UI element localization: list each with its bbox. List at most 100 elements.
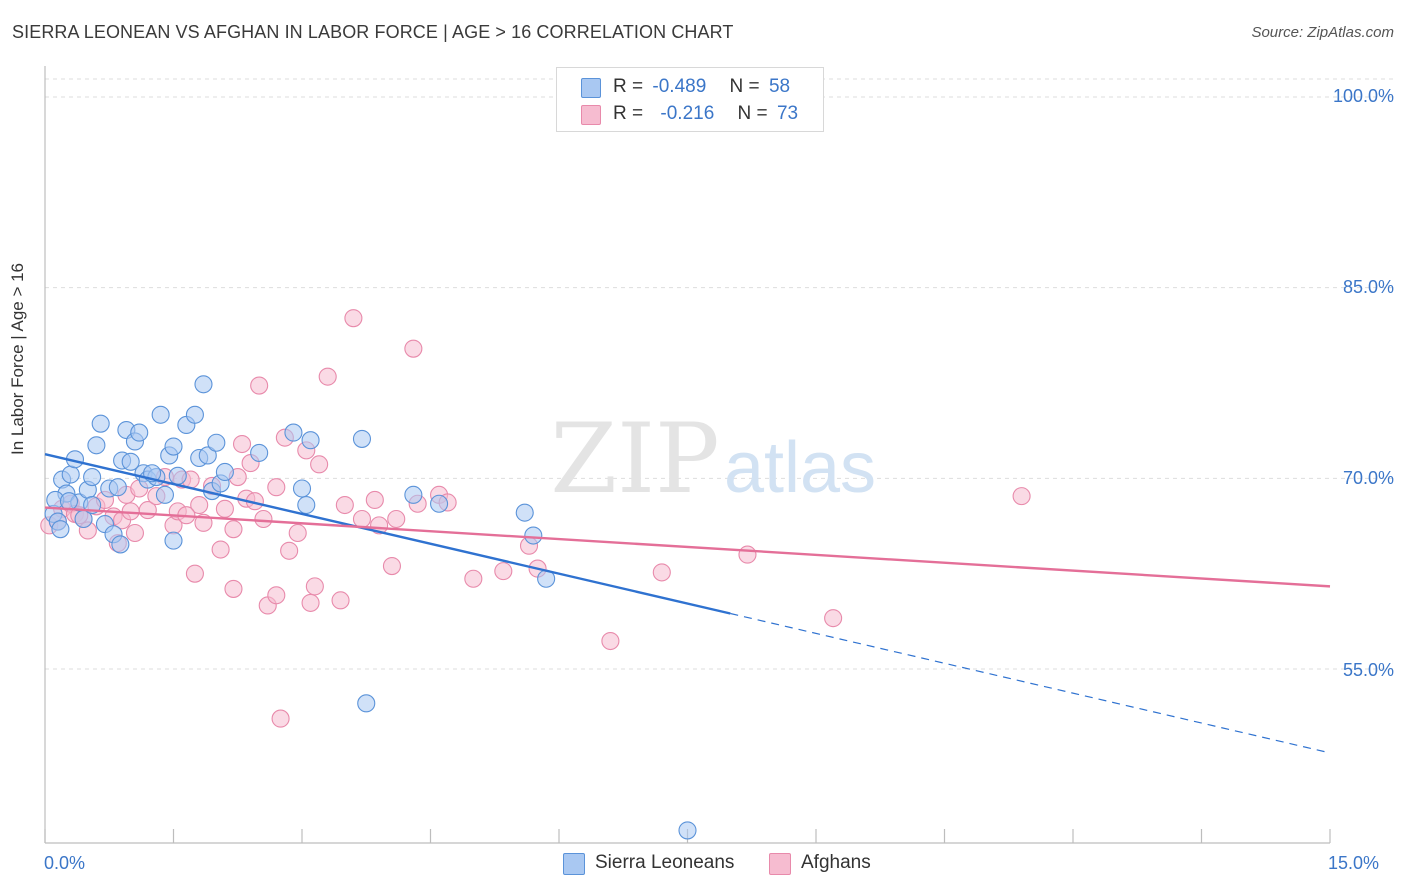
sierra-leoneans-point — [130, 423, 149, 442]
afghans-point — [344, 309, 363, 328]
afghans-point — [370, 516, 389, 535]
afghans-point — [318, 367, 337, 386]
sierra-leoneans-point — [185, 405, 204, 424]
afghans-point — [280, 541, 299, 560]
y-tick-label: 55.0% — [1342, 660, 1394, 680]
sierra-leoneans-point — [297, 495, 316, 515]
sierra-leoneans-point — [61, 465, 80, 484]
bottom-legend-label: Afghans — [801, 852, 871, 873]
legend-swatch-pink — [581, 105, 601, 125]
sierra-leoneans-trend-extension — [730, 612, 1331, 754]
grid-lines — [45, 78, 1393, 670]
sierra-leoneans-point — [151, 405, 170, 424]
sierra-leoneans-point — [207, 433, 226, 452]
sierra-leoneans-point — [91, 414, 110, 433]
bottom-legend-swatch-pink — [769, 853, 791, 875]
afghans-point — [267, 586, 286, 605]
afghans-point — [232, 434, 252, 454]
sierra-leoneans-trend-line — [44, 453, 731, 615]
sierra-leoneans-point — [524, 526, 543, 545]
source-label: Source: ZipAtlas.com — [1251, 24, 1394, 41]
sierra-leoneans-point — [168, 466, 187, 485]
legend-n-value: 73 — [776, 103, 799, 124]
y-axis-label: In Labor Force | Age > 16 — [8, 262, 27, 455]
afghans-point — [310, 455, 329, 474]
sierra-leoneans-point — [301, 431, 320, 450]
legend-n-label: N = — [737, 103, 768, 124]
afghans-point — [224, 520, 243, 539]
sierra-leoneans-point — [198, 446, 217, 465]
afghans-point — [335, 495, 354, 515]
afghans-point — [267, 478, 286, 497]
sierra-leoneans-point — [250, 443, 269, 462]
sierra-leoneans-point — [83, 468, 102, 487]
sierra-leoneans-point — [155, 485, 174, 504]
trend-lines — [44, 453, 1331, 754]
legend-r-label: R = — [613, 76, 644, 97]
legend-r-value: -0.489 — [652, 76, 707, 97]
y-tick-label: 70.0% — [1342, 468, 1394, 488]
bottom-legend-label: Sierra Leoneans — [595, 852, 735, 873]
legend-r-label: R = — [613, 103, 644, 124]
afghans-point — [254, 509, 273, 529]
afghans-point — [288, 523, 307, 543]
afghans-point — [190, 495, 209, 515]
sierra-leoneans-point — [215, 462, 234, 482]
sierra-leoneans-point — [292, 479, 312, 498]
legend: R = -0.489 N = 58 R = -0.216 N = 73 — [556, 67, 824, 132]
sierra-leoneans-point — [108, 478, 127, 497]
afghans-point — [301, 593, 320, 612]
afghans-point — [404, 339, 423, 358]
sierra-leoneans-point — [678, 821, 697, 840]
afghans-point — [224, 579, 243, 598]
sierra-leoneans-point — [51, 520, 70, 539]
sierra-leoneans-point — [164, 437, 183, 456]
afghans-point — [738, 545, 757, 564]
afghans-trend-line — [44, 506, 1331, 588]
sierra-leoneans-point — [357, 694, 376, 713]
y-tick-label: 85.0% — [1342, 277, 1394, 297]
sierra-leoneans-point — [430, 494, 449, 513]
afghans-point — [185, 564, 204, 583]
x-tick-label: 0.0% — [44, 853, 86, 873]
afghans-point — [601, 631, 620, 651]
sierra-leoneans-point — [404, 485, 423, 504]
sierra-leoneans-point — [352, 429, 372, 448]
sierra-leoneans-point — [284, 423, 303, 442]
afghans-point — [305, 577, 324, 596]
afghans-point — [652, 563, 671, 582]
afghans-point — [352, 509, 372, 529]
sierra-leoneans-point — [194, 375, 213, 394]
sierra-leoneans-point — [121, 452, 140, 471]
watermark-atlas: atlas — [724, 428, 876, 508]
legend-n-label: N = — [729, 76, 760, 97]
chart-title: SIERRA LEONEAN VS AFGHAN IN LABOR FORCE … — [12, 22, 734, 42]
afghans-point — [250, 376, 269, 395]
sierra-leoneans-point — [515, 503, 534, 522]
afghans-point — [387, 509, 406, 529]
afghans-point — [331, 591, 350, 610]
y-tick-label: 100.0% — [1332, 86, 1394, 106]
afghans-point — [464, 569, 483, 588]
bottom-legend-swatch-blue — [563, 853, 585, 875]
afghans-point — [1012, 487, 1031, 506]
afghans-point — [365, 490, 384, 509]
watermark: ZIP atlas — [550, 403, 876, 515]
sierra-leoneans-point — [111, 535, 130, 554]
legend-r-value: -0.216 — [660, 103, 715, 124]
afghans-point — [211, 540, 230, 559]
watermark-zip: ZIP — [550, 403, 719, 515]
afghans-point — [824, 609, 843, 628]
sierra-leoneans-point — [164, 531, 183, 550]
sierra-leoneans-point — [87, 436, 106, 455]
afghans-point — [382, 556, 402, 576]
afghans-point — [215, 499, 234, 518]
afghans-points — [40, 309, 1031, 728]
afghans-point — [494, 562, 513, 581]
legend-swatch-blue — [581, 78, 601, 98]
sierra-leoneans-point — [59, 492, 79, 511]
afghans-point — [271, 709, 290, 728]
legend-n-value: 58 — [768, 76, 791, 97]
x-tick-label: 15.0% — [1328, 853, 1380, 873]
